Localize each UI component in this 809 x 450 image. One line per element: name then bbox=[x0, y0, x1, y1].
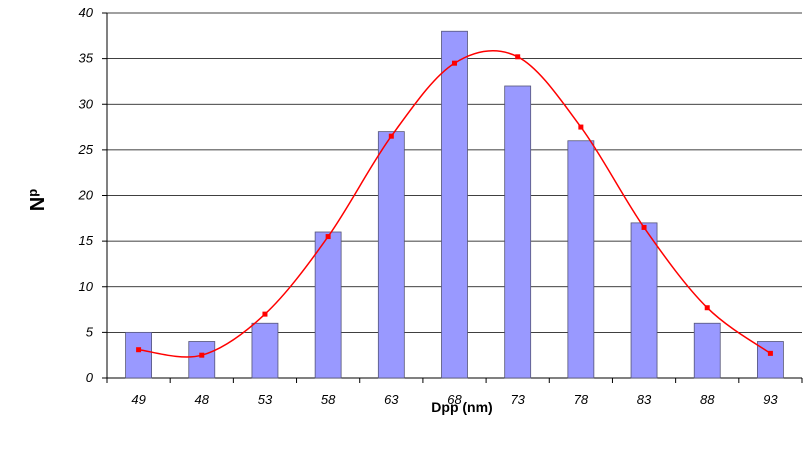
y-tick-label: 20 bbox=[78, 188, 94, 203]
fit-point bbox=[199, 352, 205, 358]
fit-point bbox=[136, 347, 142, 353]
x-tick-label: 93 bbox=[763, 392, 778, 407]
bars bbox=[125, 30, 784, 379]
x-tick-labels: 49 48 53 58 63 68 73 78 83 88 93 bbox=[131, 392, 778, 407]
bar bbox=[441, 30, 468, 379]
fit-point bbox=[325, 234, 331, 240]
bar bbox=[693, 322, 721, 379]
y-tick-labels: 0 5 10 15 20 25 30 35 40 bbox=[78, 5, 94, 385]
bar bbox=[314, 231, 342, 379]
bar bbox=[188, 341, 216, 379]
bar bbox=[504, 85, 532, 379]
bar bbox=[251, 322, 279, 379]
fit-point bbox=[452, 60, 457, 66]
y-axis-title: Np bbox=[25, 189, 49, 211]
fit-point bbox=[388, 133, 394, 139]
fit-curve bbox=[136, 50, 773, 358]
fit-point bbox=[641, 224, 647, 230]
x-tick-label: 58 bbox=[321, 392, 336, 407]
y-tick-label: 5 bbox=[86, 324, 94, 339]
x-tick-label: 88 bbox=[700, 392, 715, 407]
fit-point bbox=[578, 124, 584, 130]
fit-point bbox=[704, 305, 710, 311]
x-tick-label: 73 bbox=[510, 392, 525, 407]
fit-point bbox=[767, 350, 773, 356]
bar bbox=[377, 131, 405, 379]
x-axis-title: Dpp (nm) bbox=[431, 399, 492, 415]
x-tick-label: 83 bbox=[637, 392, 652, 407]
y-tick-label: 25 bbox=[78, 142, 94, 157]
y-tick-label: 10 bbox=[79, 279, 94, 294]
x-tick-label: 78 bbox=[574, 392, 589, 407]
bar bbox=[125, 331, 152, 379]
y-tick-label: 0 bbox=[86, 370, 94, 385]
y-tick-label: 15 bbox=[79, 233, 94, 248]
bar bbox=[567, 140, 595, 379]
fit-point bbox=[262, 311, 268, 317]
y-tick-label: 35 bbox=[79, 51, 94, 66]
x-tick-label: 63 bbox=[384, 392, 399, 407]
x-tick-label: 49 bbox=[131, 392, 145, 407]
x-tick-label: 68 bbox=[447, 392, 462, 407]
y-tick-label: 30 bbox=[79, 96, 94, 111]
y-tick-label: 40 bbox=[79, 5, 94, 20]
fit-point bbox=[515, 54, 521, 60]
x-tick-label: 48 bbox=[195, 392, 210, 407]
x-tick-label: 53 bbox=[258, 392, 273, 407]
bar bbox=[630, 222, 658, 379]
y-axis-title-main: N bbox=[27, 197, 49, 211]
y-axis-title-sub: p bbox=[25, 189, 40, 197]
